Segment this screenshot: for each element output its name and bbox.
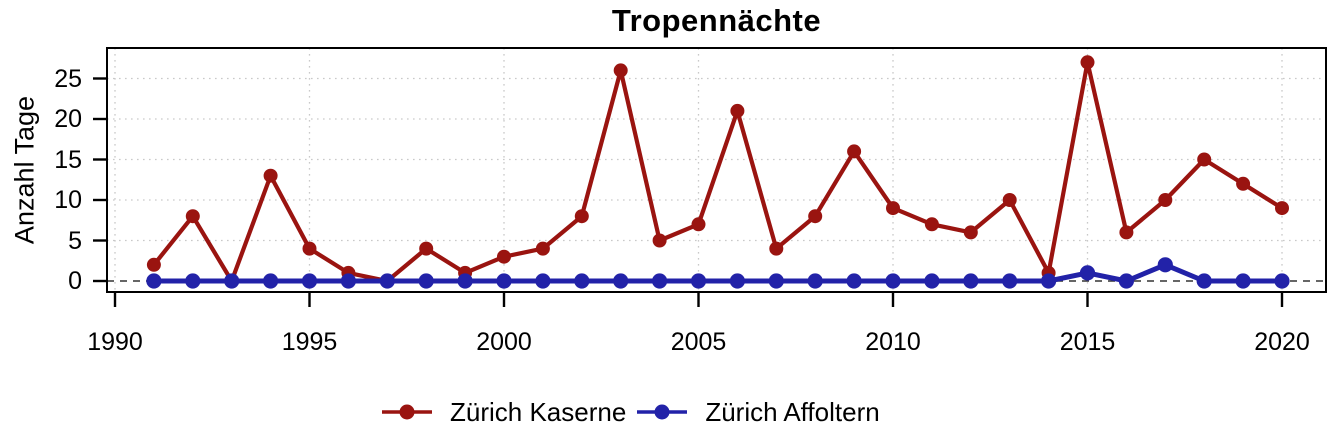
legend: Zürich Kaserne Zürich Affoltern xyxy=(381,393,880,429)
data-point xyxy=(1157,257,1173,273)
data-point xyxy=(1080,55,1095,70)
y-tick-label: 0 xyxy=(68,267,82,295)
data-point xyxy=(457,273,473,289)
data-point xyxy=(963,225,978,240)
data-point xyxy=(1197,152,1212,167)
legend-item-zurich-affoltern: Zürich Affoltern xyxy=(636,393,880,429)
data-point xyxy=(613,63,628,78)
data-point xyxy=(185,273,201,289)
y-tick-label: 25 xyxy=(54,64,82,93)
data-point xyxy=(146,257,161,272)
data-point xyxy=(496,273,512,289)
data-point xyxy=(652,273,668,289)
x-tick-label: 2020 xyxy=(1254,328,1310,356)
data-point xyxy=(730,103,745,118)
data-point xyxy=(1196,273,1212,289)
series-layer xyxy=(146,55,1290,289)
x-tick-label: 2005 xyxy=(670,328,727,356)
legend-item-zurich-kaserne: Zürich Kaserne xyxy=(381,393,626,429)
data-point xyxy=(690,273,707,289)
kaserne-line-marker-icon xyxy=(382,404,432,420)
data-point xyxy=(1119,225,1134,240)
series-zurich-affoltern xyxy=(146,257,1290,289)
y-tick-label: 10 xyxy=(54,186,82,214)
data-point xyxy=(613,273,629,289)
y-tick-label: 20 xyxy=(54,105,82,133)
data-point xyxy=(418,273,434,289)
data-point xyxy=(886,201,900,216)
data-point xyxy=(847,144,862,159)
data-point xyxy=(1158,193,1173,207)
data-point xyxy=(807,273,823,289)
y-tick-label: 15 xyxy=(54,145,82,174)
data-point xyxy=(263,168,278,183)
y-tick-label: 5 xyxy=(68,226,82,255)
data-point xyxy=(885,273,901,289)
data-point xyxy=(924,273,940,289)
affoltern-line-marker-icon xyxy=(637,404,688,420)
data-point xyxy=(302,241,317,256)
legend-label-affoltern: Zürich Affoltern xyxy=(705,397,880,427)
x-tick-label: 1990 xyxy=(87,328,143,356)
data-point xyxy=(729,273,746,289)
data-point xyxy=(535,273,551,289)
data-point xyxy=(340,273,356,289)
data-point xyxy=(263,273,279,289)
data-point xyxy=(1235,273,1251,289)
series-line xyxy=(151,60,1285,284)
series-line xyxy=(151,262,1285,284)
data-point xyxy=(301,273,318,289)
legend-label-kaserne: Zürich Kaserne xyxy=(450,397,627,427)
data-point xyxy=(691,217,706,232)
data-point xyxy=(652,233,667,248)
x-tick-label: 1995 xyxy=(281,328,338,356)
data-point xyxy=(808,209,823,224)
data-point xyxy=(1079,265,1096,281)
data-point xyxy=(846,273,862,289)
data-point xyxy=(185,209,200,224)
data-point xyxy=(497,249,511,264)
data-point xyxy=(1041,273,1057,289)
data-point xyxy=(574,273,590,289)
plot-border xyxy=(106,47,1327,293)
series-zurich-kaserne xyxy=(146,55,1289,288)
data-point xyxy=(574,209,589,224)
chart-title: Tropennächte xyxy=(611,3,822,38)
data-point xyxy=(1002,193,1017,207)
data-point xyxy=(1002,273,1018,289)
data-point xyxy=(535,241,550,256)
data-point xyxy=(1275,201,1289,216)
data-point xyxy=(224,273,240,289)
x-tick-label: 2000 xyxy=(476,328,532,356)
data-point xyxy=(1118,273,1134,289)
data-point xyxy=(924,217,939,232)
axis-frame-layer xyxy=(93,47,1327,307)
data-point xyxy=(146,273,162,289)
data-point xyxy=(768,273,784,289)
x-tick-label: 2010 xyxy=(865,328,921,356)
data-point xyxy=(419,241,434,256)
data-point xyxy=(1236,176,1251,191)
data-point xyxy=(769,241,784,256)
data-point xyxy=(963,273,979,289)
data-point xyxy=(379,273,395,289)
x-tick-label: 2015 xyxy=(1059,328,1116,356)
data-point xyxy=(1274,273,1290,289)
